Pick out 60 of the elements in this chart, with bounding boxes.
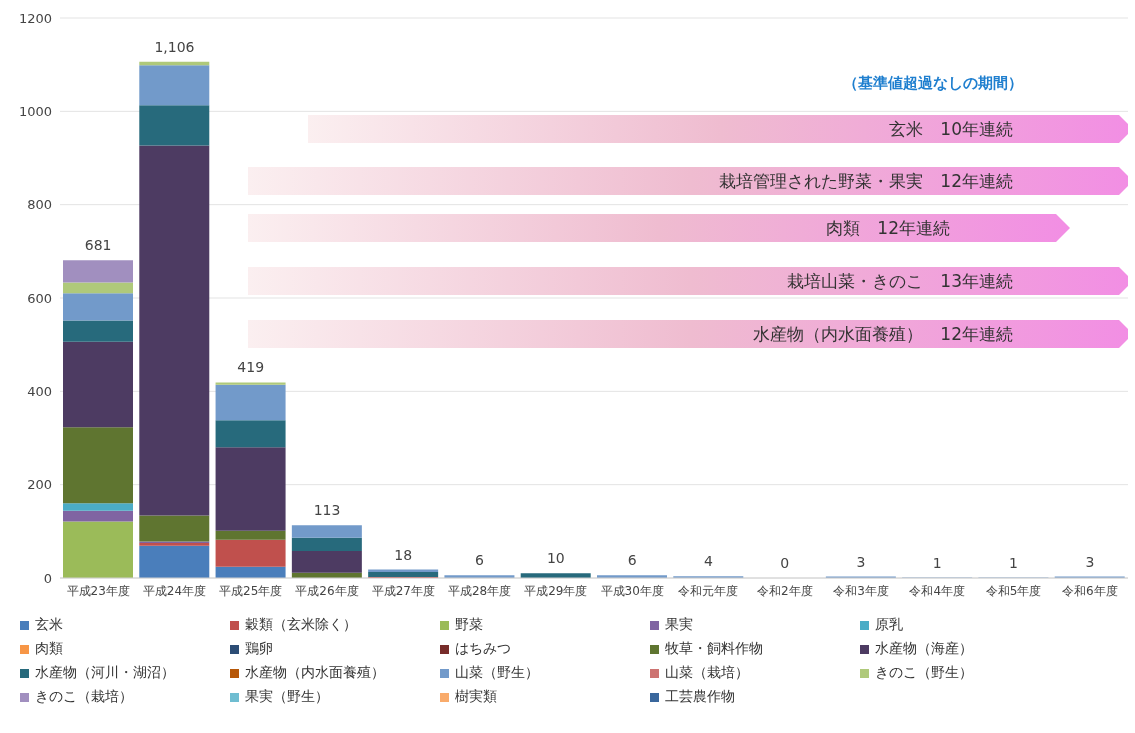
x-tick-label: 令和6年度	[1062, 583, 1118, 598]
total-label: 3	[1085, 553, 1095, 570]
x-tick-label: 令和5年度	[985, 583, 1042, 598]
y-tick-label: 200	[27, 477, 52, 493]
legend-label: 野菜	[455, 616, 483, 634]
total-label: 1	[932, 554, 942, 571]
total-label: 0	[780, 555, 790, 571]
y-tick-label: 0	[43, 570, 52, 586]
total-label: 6	[475, 552, 485, 569]
legend-label: 果実（野生）	[245, 688, 329, 706]
total-label: 18	[394, 546, 413, 563]
x-tick-label: 令和元年度	[678, 583, 739, 598]
annotation: 栽培管理された野菜・果実 12年連続	[719, 171, 1013, 191]
total-label: 1,106	[154, 38, 195, 55]
legend-label: 原乳	[875, 616, 903, 634]
total-label: 6	[627, 552, 637, 569]
legend-label: 水産物（海産）	[875, 640, 973, 658]
x-tick-label: 平成28年度	[447, 583, 512, 598]
legend-label: 水産物（内水面養殖）	[245, 664, 385, 682]
total-label: 1	[1009, 554, 1019, 571]
legend-label: 玄米	[35, 616, 63, 634]
x-tick-label: 平成30年度	[600, 583, 664, 598]
total-label: 681	[84, 237, 112, 254]
annotation: 肉類 12年連続	[826, 218, 950, 238]
x-tick-label: 平成27年度	[371, 583, 435, 598]
legend-label: きのこ（野生）	[875, 664, 973, 682]
x-tick-label: 平成26年度	[295, 583, 359, 598]
total-label: 4	[703, 553, 713, 570]
y-tick-label: 1200	[18, 10, 52, 26]
y-tick-label: 400	[27, 383, 52, 399]
legend-label: 穀類（玄米除く）	[245, 616, 357, 634]
x-tick-label: 令和2年度	[756, 583, 813, 598]
total-label: 113	[313, 502, 341, 519]
legend-label: 牧草・飼料作物	[665, 640, 763, 658]
x-tick-label: 平成23年度	[66, 583, 130, 598]
x-tick-label: 平成25年度	[219, 583, 283, 598]
annotation: 玄米 10年連続	[889, 119, 1013, 139]
legend-label: 工芸農作物	[665, 688, 735, 706]
total-label: 10	[546, 550, 565, 567]
legend-label: 肉類	[35, 640, 63, 658]
annotation: （基準値超過なしの期間）	[843, 74, 1023, 92]
y-tick-label: 1000	[18, 103, 52, 119]
legend-label: 水産物（河川・湖沼）	[35, 664, 175, 682]
annotation: 水産物（内水面養殖） 12年連続	[753, 324, 1013, 344]
legend-label: はちみつ	[455, 640, 511, 658]
y-tick-label: 600	[27, 290, 52, 306]
y-tick-label: 800	[27, 197, 52, 213]
total-label: 3	[856, 553, 866, 570]
legend-label: きのこ（栽培）	[35, 688, 133, 706]
x-tick-label: 平成24年度	[142, 583, 207, 598]
legend-label: 鶏卵	[245, 640, 273, 658]
legend-label: 山菜（野生）	[455, 664, 539, 682]
legend-label: 山菜（栽培）	[665, 664, 749, 682]
legend-label: 樹実類	[455, 688, 497, 706]
x-tick-label: 平成29年度	[524, 583, 588, 598]
x-tick-label: 令和4年度	[909, 583, 966, 598]
annotation: 栽培山菜・きのこ 13年連続	[787, 271, 1013, 291]
total-label: 419	[237, 359, 265, 376]
legend-label: 果実	[665, 616, 693, 634]
x-tick-label: 令和3年度	[833, 583, 889, 598]
